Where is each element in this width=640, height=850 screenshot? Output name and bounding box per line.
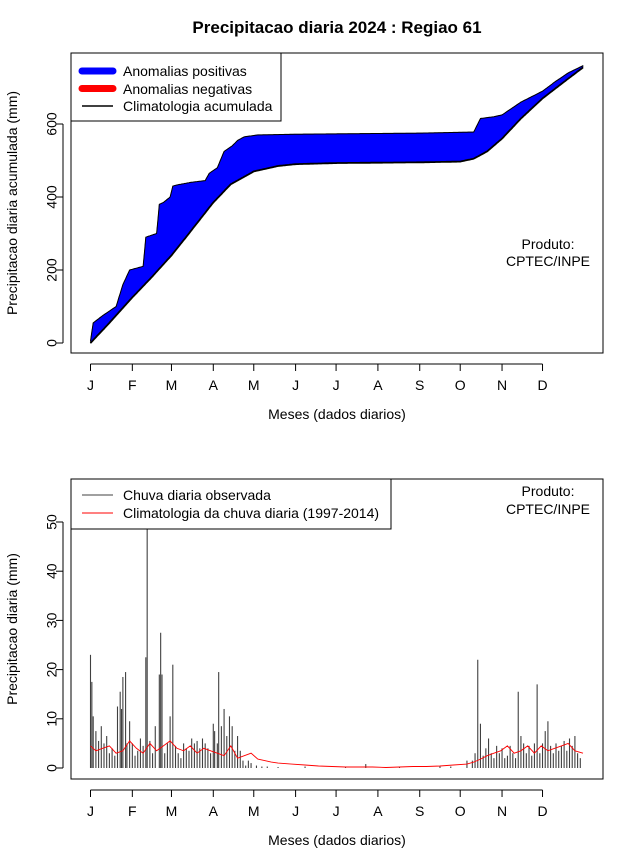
product-source: CPTEC/INPE bbox=[506, 501, 590, 517]
x-axis-label: Meses (dados diarios) bbox=[268, 832, 406, 848]
x-tick-label: A bbox=[209, 377, 219, 393]
legend: Anomalias positivas Anomalias negativas … bbox=[70, 52, 282, 122]
figure-title: Precipitacao diaria 2024 : Regiao 61 bbox=[192, 18, 481, 37]
x-tick-label: D bbox=[537, 803, 547, 819]
legend-label-climatology: Climatologia acumulada bbox=[123, 98, 273, 114]
x-tick-label: M bbox=[166, 803, 178, 819]
y-tick-label: 30 bbox=[44, 612, 60, 628]
x-tick-label: S bbox=[415, 377, 424, 393]
climatology-line bbox=[89, 66, 584, 344]
daily-precip-panel: 0 10 20 30 40 50 J F M A M J J A S O N D Precipitacao di… bbox=[4, 478, 604, 848]
y-tick-label: 40 bbox=[44, 563, 60, 579]
x-tick-label: J bbox=[333, 803, 340, 819]
x-tick-label: M bbox=[166, 377, 178, 393]
x-tick-label: J bbox=[87, 377, 94, 393]
plot-frame bbox=[70, 52, 604, 354]
y-tick-label: 400 bbox=[44, 185, 60, 209]
y-tick-label: 20 bbox=[44, 662, 60, 678]
legend-label-observed: Chuva diaria observada bbox=[123, 487, 271, 503]
x-tick-label: N bbox=[497, 803, 507, 819]
x-tick-label: A bbox=[373, 803, 383, 819]
observed-cumulative-line bbox=[90, 65, 584, 342]
legend-label-daily-climatology: Climatologia da chuva diaria (1997-2014) bbox=[123, 505, 379, 521]
x-tick-label: M bbox=[248, 377, 260, 393]
legend-label-negative: Anomalias negativas bbox=[123, 81, 252, 97]
y-axis-label: Precipitacao diaria (mm) bbox=[4, 553, 20, 705]
y-tick-label: 0 bbox=[44, 339, 60, 347]
plot-area bbox=[89, 65, 584, 344]
y-tick-label: 200 bbox=[44, 258, 60, 282]
product-source: CPTEC/INPE bbox=[506, 253, 590, 269]
x-tick-label: O bbox=[455, 377, 466, 393]
x-tick-label: S bbox=[415, 803, 424, 819]
legend-label-positive: Anomalias positivas bbox=[123, 63, 247, 79]
x-tick-label: D bbox=[537, 377, 547, 393]
y-tick-label: 600 bbox=[44, 112, 60, 136]
product-label: Produto: bbox=[522, 236, 575, 252]
y-tick-label: 0 bbox=[44, 764, 60, 772]
y-axis: 0 10 20 30 40 50 bbox=[44, 514, 64, 772]
x-tick-label: J bbox=[87, 803, 94, 819]
daily-climatology-line bbox=[90, 740, 584, 768]
y-tick-label: 10 bbox=[44, 711, 60, 727]
legend: Chuva diaria observada Climatologia da c… bbox=[70, 478, 392, 530]
plot-area bbox=[89, 526, 584, 768]
x-tick-label: A bbox=[209, 803, 219, 819]
x-tick-label: J bbox=[292, 803, 299, 819]
x-tick-label: M bbox=[248, 803, 260, 819]
x-tick-label: J bbox=[333, 377, 340, 393]
product-label: Produto: bbox=[522, 483, 575, 499]
y-axis-label: Precipitacao diaria acumulada (mm) bbox=[4, 91, 20, 315]
y-axis: 0 200 400 600 bbox=[44, 112, 64, 347]
x-tick-label: O bbox=[455, 803, 466, 819]
x-tick-label: N bbox=[497, 377, 507, 393]
cumulative-precip-panel: 0 200 400 600 J F M A M J J A S O N D Precipitacao dia… bbox=[4, 52, 604, 422]
x-axis-label: Meses (dados diarios) bbox=[268, 406, 406, 422]
x-tick-label: A bbox=[373, 377, 383, 393]
x-tick-label: F bbox=[128, 803, 137, 819]
legend-box bbox=[70, 478, 392, 530]
x-tick-label: J bbox=[292, 377, 299, 393]
x-tick-label: F bbox=[128, 377, 137, 393]
y-tick-label: 50 bbox=[44, 514, 60, 530]
